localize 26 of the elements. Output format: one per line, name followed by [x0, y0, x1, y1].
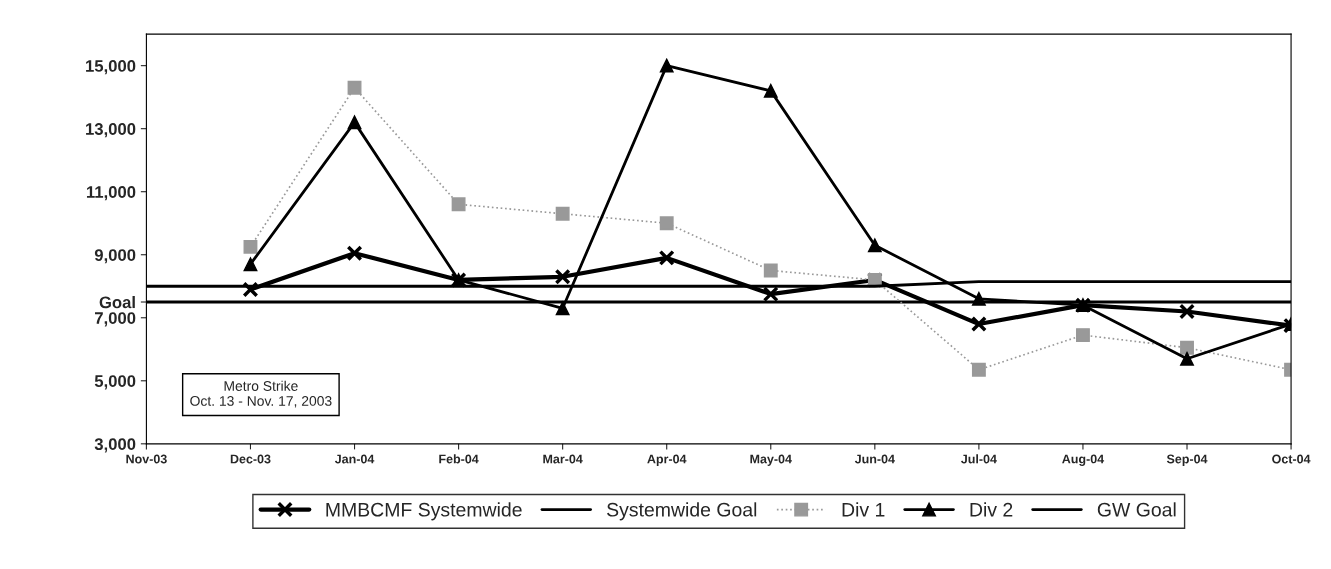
x-tick-label: Jan-04	[334, 454, 375, 464]
legend-label: Div 1	[842, 502, 885, 517]
y-tick-label: 13,000	[86, 123, 136, 138]
x-tick-label: Apr-04	[647, 454, 687, 466]
y-tick-label: 5,000	[94, 375, 136, 390]
legend-label: Div 2	[970, 502, 1013, 517]
y-tick-label: 15,000	[86, 60, 136, 75]
x-tick-label: Nov-03	[126, 454, 167, 464]
x-tick-label: Aug-04	[1062, 454, 1105, 466]
y-tick-label: Goal	[99, 295, 135, 309]
legend-label: GW Goal	[1097, 502, 1176, 517]
y-tick-label: 11,000	[86, 186, 136, 201]
x-tick-label: Feb-04	[439, 454, 479, 464]
legend-label: MMBCMF Systemwide	[326, 502, 522, 521]
x-tick-label: Dec-03	[230, 454, 271, 464]
x-tick-label: Mar-04	[543, 454, 583, 464]
x-tick-label: Jun-04	[854, 454, 895, 464]
x-tick-label: Jul-04	[961, 454, 997, 464]
x-tick-label: May-04	[750, 454, 792, 466]
y-tick-label: 7,000	[95, 312, 136, 327]
y-tick-label: 9,000	[94, 249, 136, 264]
x-tick-label: Oct-04	[1272, 454, 1311, 464]
y-tick-label: 3,000	[94, 438, 136, 453]
x-tick-label: Sep-04	[1166, 454, 1208, 466]
annotation: Metro Strike Oct. 13 - Nov. 17, 2003	[190, 380, 332, 408]
legend-label: Systemwide Goal	[607, 502, 757, 521]
